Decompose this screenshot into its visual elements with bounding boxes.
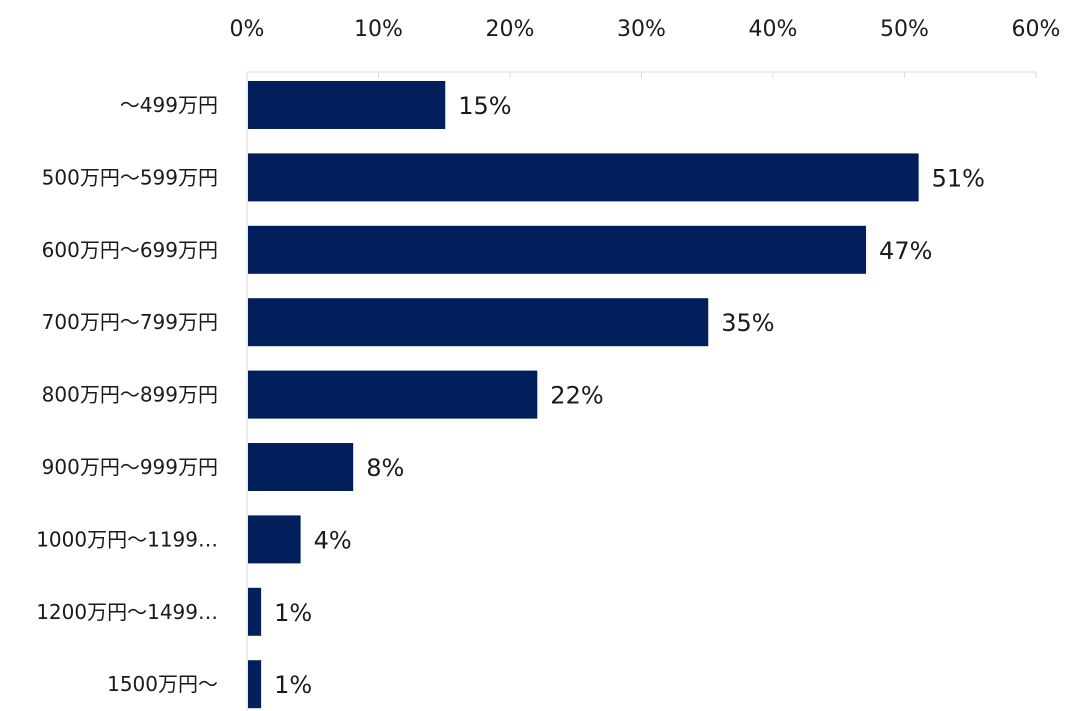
bar xyxy=(248,370,538,419)
category-label: 900万円～999万円 xyxy=(42,455,218,479)
tick-label: 30% xyxy=(617,17,666,42)
category-label: ～499万円 xyxy=(120,93,218,117)
bar xyxy=(248,153,919,202)
data-label: 4% xyxy=(314,526,352,554)
category-label: 800万円～899万円 xyxy=(42,383,218,407)
category-label: 1200万円～1499… xyxy=(36,600,218,624)
bar xyxy=(248,443,354,491)
data-label: 15% xyxy=(458,92,511,120)
tick-label: 20% xyxy=(486,17,535,42)
tick-label: 10% xyxy=(354,17,403,42)
tick-label: 40% xyxy=(749,17,798,42)
bar xyxy=(248,298,709,347)
data-label: 51% xyxy=(932,164,985,192)
bar xyxy=(248,660,262,709)
bar xyxy=(248,515,301,564)
bars xyxy=(248,81,919,709)
category-label: 1500万円～ xyxy=(107,672,218,696)
data-label: 22% xyxy=(550,382,603,410)
data-label: 47% xyxy=(879,237,932,265)
tick-label: 60% xyxy=(1012,17,1061,42)
data-label: 1% xyxy=(274,599,312,627)
category-label: 500万円～599万円 xyxy=(42,165,218,189)
category-label: 600万円～699万円 xyxy=(42,238,218,262)
tick-label: 0% xyxy=(230,17,265,42)
data-label: 1% xyxy=(274,671,312,699)
data-label: 8% xyxy=(366,454,404,482)
bar xyxy=(248,81,446,129)
bar xyxy=(248,587,262,636)
value-axis: 0% 10% 20% 30% 40% 50% 60% xyxy=(230,17,1061,711)
data-labels: 15% 51% 47% 35% 22% 8% 4% 1% 1% xyxy=(274,92,985,699)
bar xyxy=(248,225,867,274)
category-labels: ～499万円 500万円～599万円 600万円～699万円 700万円～799万円 8… xyxy=(36,93,218,696)
tick-label: 50% xyxy=(880,17,929,42)
category-label: 700万円～799万円 xyxy=(42,310,218,334)
category-label: 1000万円～1199… xyxy=(36,527,218,551)
data-label: 35% xyxy=(721,309,774,337)
